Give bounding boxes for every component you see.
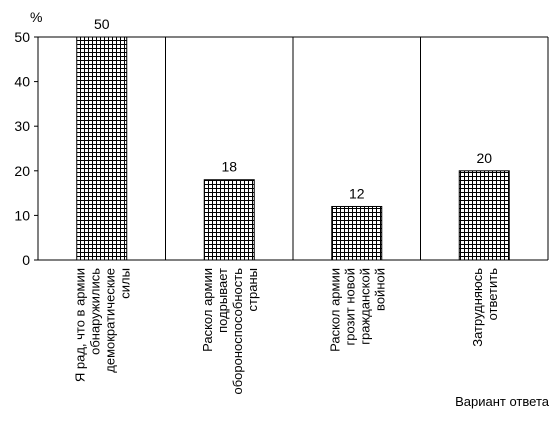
category-label-line: Раскол армии [200,268,215,352]
category-label-line: грозит новой [342,268,357,346]
category-label-line: гражданской [357,268,372,345]
bar [331,205,383,261]
bar-value-label: 20 [476,150,492,166]
category-label-line: Раскол армии [327,268,342,352]
bar [76,36,128,261]
bar-value-label: 18 [221,159,237,175]
category-label-line: обнаружились [87,268,102,355]
category-label-line: Затрудняюсь [470,268,485,347]
bar [203,179,255,261]
category-label-line: демократические [102,268,117,373]
bar-value-label: 50 [94,16,110,32]
category-label-line: подрывает [215,268,230,333]
y-axis-label: % [30,9,42,25]
bar-value-label: 12 [349,185,365,201]
category-label: Раскол армии грозит новой гражданской войно… [327,268,387,352]
y-tick-label: 20 [14,163,30,179]
category-label-line: силы [117,268,132,299]
y-tick-label: 50 [14,29,30,45]
category-label: Я рад, что в армии обнаружились демократич… [72,268,132,382]
category-label-line: Я рад, что в армии [72,268,87,382]
y-tick-label: 30 [14,118,30,134]
y-tick-label: 10 [14,207,30,223]
category-label: Затрудняюсь ответить [470,268,500,347]
category-label: Раскол армии подрывает обороноспособность с… [200,268,260,395]
category-label-line: обороноспособность [230,268,245,395]
category-label-line: войной [372,268,387,311]
x-axis-label: Вариант ответа [455,394,550,409]
category-label-line: страны [245,268,260,311]
bar [458,170,510,261]
y-tick-label: 0 [22,252,30,268]
y-tick-label: 40 [14,74,30,90]
category-label-line: ответить [485,268,500,321]
